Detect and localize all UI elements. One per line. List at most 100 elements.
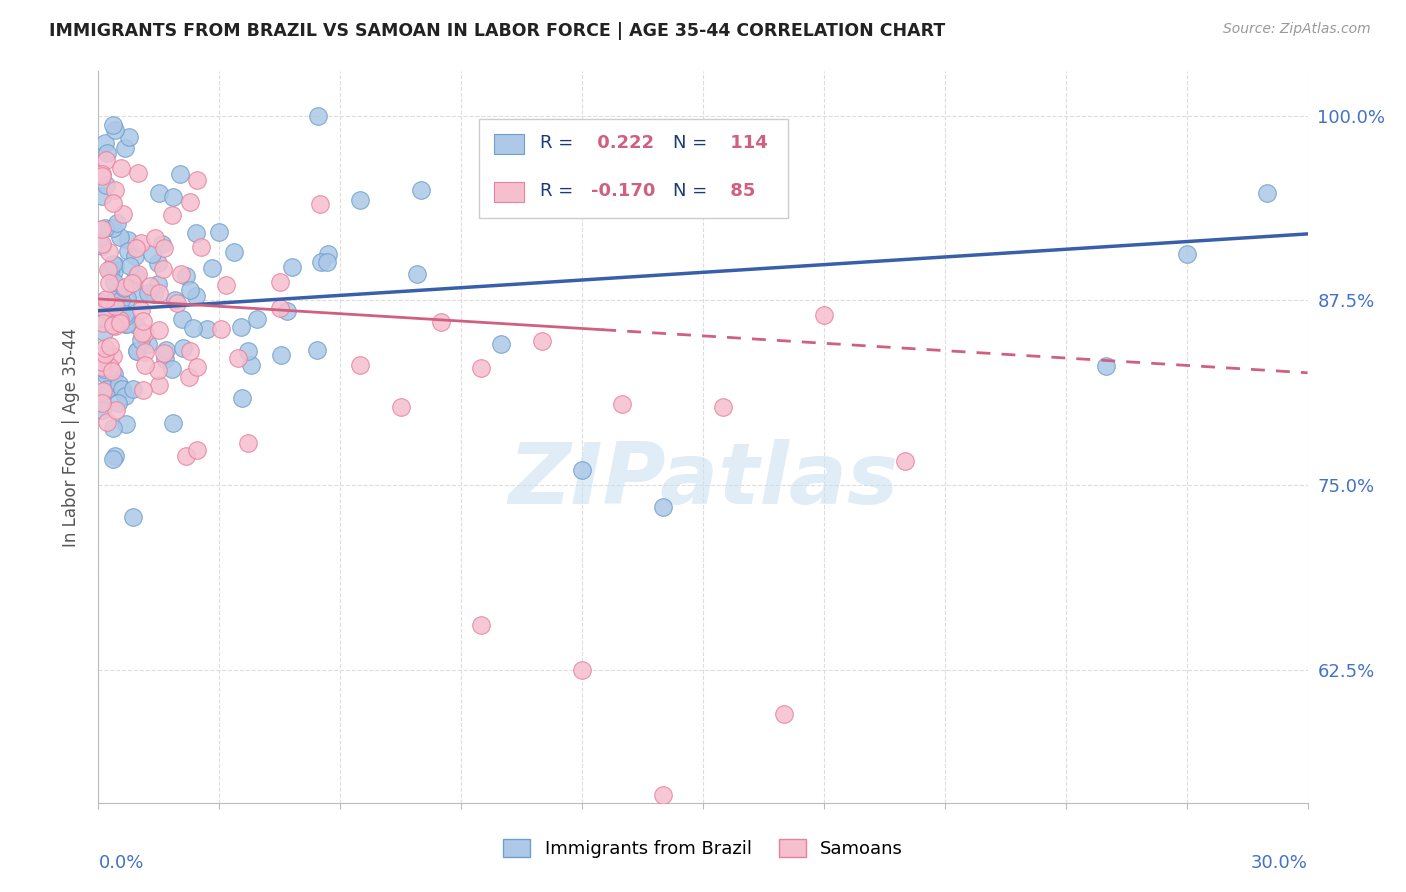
Point	[93, 341, 115, 355]
Point	[125, 241, 148, 255]
Point	[651, 789, 673, 803]
Point	[104, 258, 127, 272]
Point	[122, 509, 145, 524]
Point	[98, 244, 121, 259]
Point	[91, 239, 114, 253]
Point	[129, 303, 152, 318]
Point	[112, 313, 135, 327]
Point	[132, 314, 155, 328]
Point	[117, 233, 139, 247]
Point	[148, 286, 170, 301]
Point	[131, 333, 153, 347]
Point	[101, 363, 124, 377]
Point	[93, 326, 115, 340]
Point	[127, 267, 149, 281]
Point	[96, 292, 118, 306]
Point	[107, 396, 129, 410]
Point	[389, 401, 412, 415]
Text: 114: 114	[724, 135, 768, 153]
Point	[101, 318, 124, 332]
Point	[91, 304, 114, 318]
Point	[179, 194, 201, 209]
Text: 85: 85	[724, 182, 755, 200]
Text: 30.0%: 30.0%	[1251, 854, 1308, 872]
Point	[120, 259, 142, 273]
Point	[186, 173, 208, 187]
Text: R =: R =	[540, 135, 579, 153]
Point	[100, 264, 122, 278]
Point	[91, 188, 114, 202]
Point	[226, 351, 249, 366]
Point	[91, 300, 114, 314]
Point	[114, 140, 136, 154]
Text: R =: R =	[540, 182, 579, 200]
Point	[112, 281, 135, 295]
Point	[269, 275, 291, 289]
Point	[93, 362, 115, 376]
Point	[91, 311, 114, 326]
Point	[101, 452, 124, 467]
Point	[117, 244, 139, 258]
Point	[215, 277, 238, 292]
Point	[406, 267, 429, 281]
Point	[118, 130, 141, 145]
Point	[91, 168, 114, 182]
Point	[100, 310, 122, 325]
Point	[125, 318, 148, 333]
Point	[172, 341, 194, 355]
Point	[114, 317, 136, 331]
Point	[136, 286, 159, 301]
Point	[91, 403, 114, 417]
Point	[239, 358, 262, 372]
Point	[103, 264, 125, 278]
Point	[91, 302, 114, 317]
Point	[134, 345, 156, 359]
Point	[174, 450, 197, 464]
Point	[238, 343, 260, 358]
Point	[612, 397, 634, 411]
Point	[104, 123, 127, 137]
Point	[101, 257, 124, 271]
Point	[134, 326, 156, 340]
Text: N =: N =	[672, 135, 713, 153]
Point	[270, 348, 292, 362]
Point	[409, 183, 432, 197]
Point	[134, 358, 156, 372]
Point	[91, 236, 114, 251]
Text: 0.222: 0.222	[591, 135, 654, 153]
Point	[224, 244, 246, 259]
Point	[201, 260, 224, 275]
Point	[115, 291, 138, 305]
Point	[139, 278, 162, 293]
Point	[166, 296, 188, 310]
Legend: Immigrants from Brazil, Samoans: Immigrants from Brazil, Samoans	[494, 830, 912, 867]
Point	[94, 347, 117, 361]
Point	[131, 235, 153, 250]
Point	[114, 307, 136, 321]
Point	[91, 396, 114, 410]
Point	[121, 383, 143, 397]
Point	[236, 435, 259, 450]
Point	[146, 256, 169, 270]
Point	[150, 237, 173, 252]
Point	[153, 352, 176, 367]
Point	[114, 417, 136, 431]
Point	[530, 334, 553, 349]
Point	[112, 207, 135, 221]
Point	[153, 346, 176, 360]
Point	[91, 355, 114, 369]
Point	[107, 381, 129, 395]
Point	[148, 377, 170, 392]
Point	[162, 417, 184, 431]
Point	[114, 389, 136, 403]
Point	[94, 136, 117, 150]
Point	[100, 360, 122, 375]
Point	[125, 343, 148, 358]
Point	[124, 249, 146, 263]
Point	[152, 241, 174, 255]
Point	[470, 618, 492, 632]
Point	[1175, 247, 1198, 261]
Point	[571, 663, 593, 677]
Point	[103, 318, 125, 333]
Point	[104, 449, 127, 463]
